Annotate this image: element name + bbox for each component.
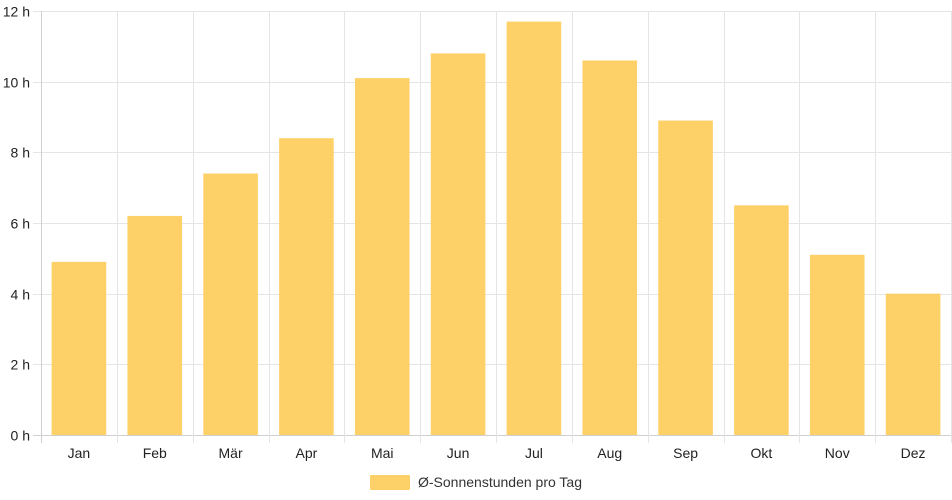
y-tick-label: 2 h <box>11 357 30 373</box>
bar-mär[interactable] <box>203 173 258 436</box>
grid <box>33 11 952 443</box>
y-tick-label: 6 h <box>11 216 30 232</box>
x-tick-label: Sep <box>673 445 698 461</box>
x-tick-label: Jul <box>525 445 543 461</box>
x-tick-label: Jan <box>68 445 91 461</box>
bar-okt[interactable] <box>734 205 789 435</box>
y-tick-label: 8 h <box>11 145 30 161</box>
bar-apr[interactable] <box>279 138 334 435</box>
legend-swatch <box>370 475 410 490</box>
y-axis-ticks: 0 h 2 h 4 h 6 h 8 h 10 h 12 h <box>3 4 30 444</box>
x-tick-label: Okt <box>751 445 773 461</box>
x-axis-ticks: Jan Feb Mär Apr Mai Jun Jul Aug Sep Okt Nov Dez <box>68 445 926 461</box>
bar-jul[interactable] <box>506 21 562 435</box>
x-tick-label: Mär <box>219 445 243 461</box>
bar-aug[interactable] <box>582 60 638 435</box>
bar-jan[interactable] <box>51 261 107 435</box>
x-tick-label: Feb <box>143 445 167 461</box>
bar-feb[interactable] <box>127 215 183 435</box>
bar-nov[interactable] <box>809 254 865 435</box>
bar-mai[interactable] <box>354 78 410 435</box>
x-tick-label: Dez <box>901 445 926 461</box>
bar-sep[interactable] <box>658 120 713 436</box>
x-tick-label: Mai <box>371 445 394 461</box>
y-tick-label: 4 h <box>11 287 30 303</box>
x-tick-label: Jun <box>447 445 470 461</box>
bars <box>51 21 941 436</box>
y-tick-label: 0 h <box>11 428 30 444</box>
y-tick-label: 12 h <box>3 4 30 20</box>
x-tick-label: Aug <box>597 445 622 461</box>
bar-jun[interactable] <box>430 53 486 436</box>
x-tick-label: Apr <box>296 445 318 461</box>
x-tick-label: Nov <box>825 445 850 461</box>
legend[interactable]: Ø-Sonnenstunden pro Tag <box>370 474 582 490</box>
bar-dez[interactable] <box>885 293 941 435</box>
y-tick-label: 10 h <box>3 75 30 91</box>
legend-label: Ø-Sonnenstunden pro Tag <box>418 474 582 490</box>
